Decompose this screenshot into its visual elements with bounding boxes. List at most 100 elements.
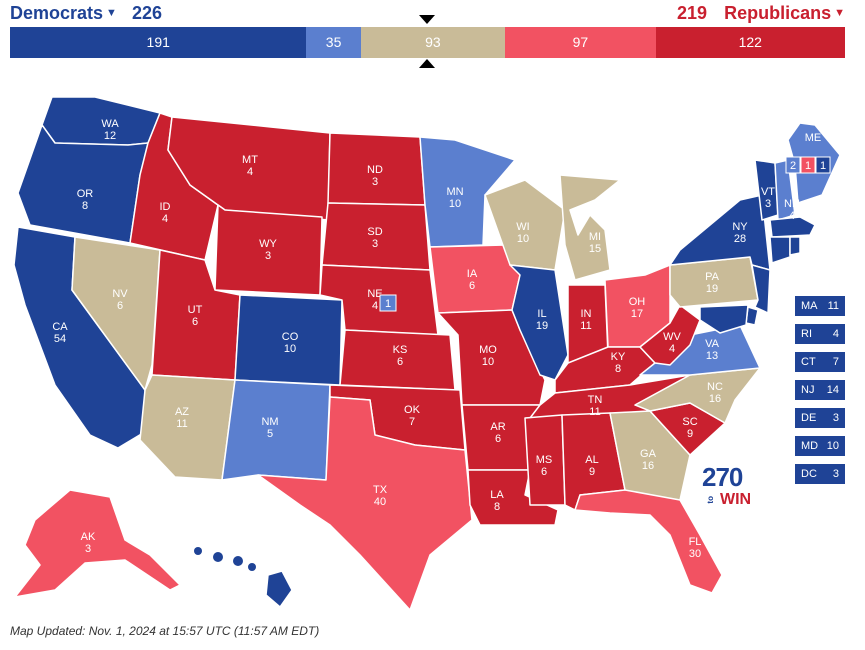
state-wv[interactable] xyxy=(639,304,701,366)
state-abbr: IL xyxy=(537,308,546,320)
small-state-ev: 3 xyxy=(832,412,839,424)
state-abbr: AK xyxy=(81,531,96,543)
small-state-ma[interactable]: MA 11 xyxy=(795,296,845,316)
state-ev: 9 xyxy=(589,466,595,478)
state-ev: 4 xyxy=(247,166,253,178)
state-abbr: MI xyxy=(589,231,601,243)
state-ev: 13 xyxy=(706,350,718,362)
state-abbr: AZ xyxy=(175,406,189,418)
270towin-logo: 270 to WIN xyxy=(702,463,762,518)
small-state-abbr: DC xyxy=(801,468,817,480)
small-state-abbr: MA xyxy=(801,300,818,312)
state-ev: 10 xyxy=(284,343,296,355)
state-abbr: NC xyxy=(707,381,723,393)
state-ct[interactable] xyxy=(769,236,791,264)
state-md[interactable] xyxy=(699,304,749,334)
state-ma[interactable] xyxy=(769,216,816,238)
state-ev: 10 xyxy=(449,198,461,210)
state-tx[interactable] xyxy=(257,396,473,611)
state-abbr: TN xyxy=(588,394,603,406)
state-abbr: NM xyxy=(261,416,278,428)
state-ev: 4 xyxy=(252,600,258,612)
state-ev: 40 xyxy=(374,496,386,508)
state-abbr: HI xyxy=(250,588,261,600)
state-nh[interactable] xyxy=(774,159,796,221)
state-ev: 6 xyxy=(117,300,123,312)
rep-total: 219 xyxy=(676,3,707,23)
state-ev: 10 xyxy=(517,233,529,245)
state-wi[interactable] xyxy=(484,179,566,271)
ne-district-box[interactable] xyxy=(379,294,397,312)
small-state-ri[interactable]: RI 4 xyxy=(795,324,845,344)
me-statewide-box[interactable] xyxy=(815,156,831,174)
small-state-ev: 4 xyxy=(832,328,839,340)
state-abbr: KY xyxy=(611,351,626,363)
small-state-de[interactable]: DE 3 xyxy=(795,408,845,428)
header: Democrats ▼ 226 219 Republicans ▼ xyxy=(10,0,845,28)
state-abbr: MT xyxy=(242,154,258,166)
map-updated-text: Map Updated: Nov. 1, 2024 at 15:57 UTC (… xyxy=(10,624,320,638)
republicans-dropdown[interactable]: Republicans ▼ xyxy=(724,3,845,24)
state-mi[interactable] xyxy=(559,174,621,281)
state-abbr: SD xyxy=(367,226,382,238)
state-nm[interactable] xyxy=(221,379,331,481)
small-state-abbr: DE xyxy=(801,412,817,424)
small-state-ev: 11 xyxy=(827,300,839,312)
state-ev: 11 xyxy=(589,406,600,418)
state-ev: 6 xyxy=(192,316,198,328)
state-abbr: TX xyxy=(373,484,388,496)
state-abbr: ID xyxy=(160,201,171,213)
state-abbr: NV xyxy=(112,288,128,300)
state-abbr: WY xyxy=(259,238,277,250)
state-abbr: WI xyxy=(516,221,529,233)
small-state-ev: 10 xyxy=(826,440,839,452)
state-fl[interactable] xyxy=(574,489,723,594)
small-state-abbr: MD xyxy=(801,440,819,452)
state-nv[interactable] xyxy=(71,236,161,391)
state-abbr: CO xyxy=(282,331,299,343)
small-state-ev: 7 xyxy=(832,356,839,368)
state-ev: 10 xyxy=(482,356,494,368)
state-ri[interactable] xyxy=(789,236,801,256)
electoral-vote-bar: 191 35 93 97 122 xyxy=(10,27,845,58)
state-ev: 3 xyxy=(265,250,271,262)
small-state-ct[interactable]: CT 7 xyxy=(795,352,845,372)
democrats-dropdown[interactable]: Democrats ▼ xyxy=(10,3,117,24)
state-abbr: NY xyxy=(732,221,748,233)
state-ev: 4 xyxy=(789,210,795,222)
small-state-dc[interactable]: DC 3 xyxy=(795,464,845,484)
state-ev: 11 xyxy=(580,320,591,332)
small-state-abbr: CT xyxy=(801,356,816,368)
state-abbr: UT xyxy=(188,304,203,316)
state-wy[interactable] xyxy=(214,204,323,296)
me-district-2-box[interactable] xyxy=(785,156,801,174)
me-district-1-box[interactable] xyxy=(800,156,816,174)
state-ev: 6 xyxy=(495,433,501,445)
state-nj[interactable] xyxy=(751,264,771,314)
state-ev: 15 xyxy=(589,243,601,255)
bar-segment: 35 xyxy=(306,27,361,58)
state-il[interactable] xyxy=(509,264,569,381)
small-state-md[interactable]: MD 10 xyxy=(795,436,845,456)
state-hi[interactable] xyxy=(265,570,293,608)
state-ak[interactable] xyxy=(14,489,181,598)
rep-name: Republicans xyxy=(724,3,832,23)
logo-number: 270 xyxy=(702,462,743,492)
dem-name: Democrats xyxy=(10,3,104,23)
state-abbr: SC xyxy=(682,416,697,428)
state-abbr: OR xyxy=(77,188,94,200)
state-mn[interactable] xyxy=(419,136,516,248)
state-ev: 30 xyxy=(689,548,701,560)
state-ev: 5 xyxy=(267,428,273,440)
small-state-ev: 3 xyxy=(832,468,839,480)
small-state-nj[interactable]: NJ 14 xyxy=(795,380,845,400)
hawaii-islands xyxy=(194,547,256,571)
state-abbr: IA xyxy=(467,268,478,280)
me-district-1-value: 1 xyxy=(805,160,811,172)
me-statewide-value: 1 xyxy=(820,160,826,172)
state-ev: 4 xyxy=(669,343,675,355)
logo-to: to xyxy=(706,495,715,504)
state-ny[interactable] xyxy=(669,194,771,271)
state-abbr: OH xyxy=(629,296,646,308)
state-ev: 16 xyxy=(709,393,721,405)
